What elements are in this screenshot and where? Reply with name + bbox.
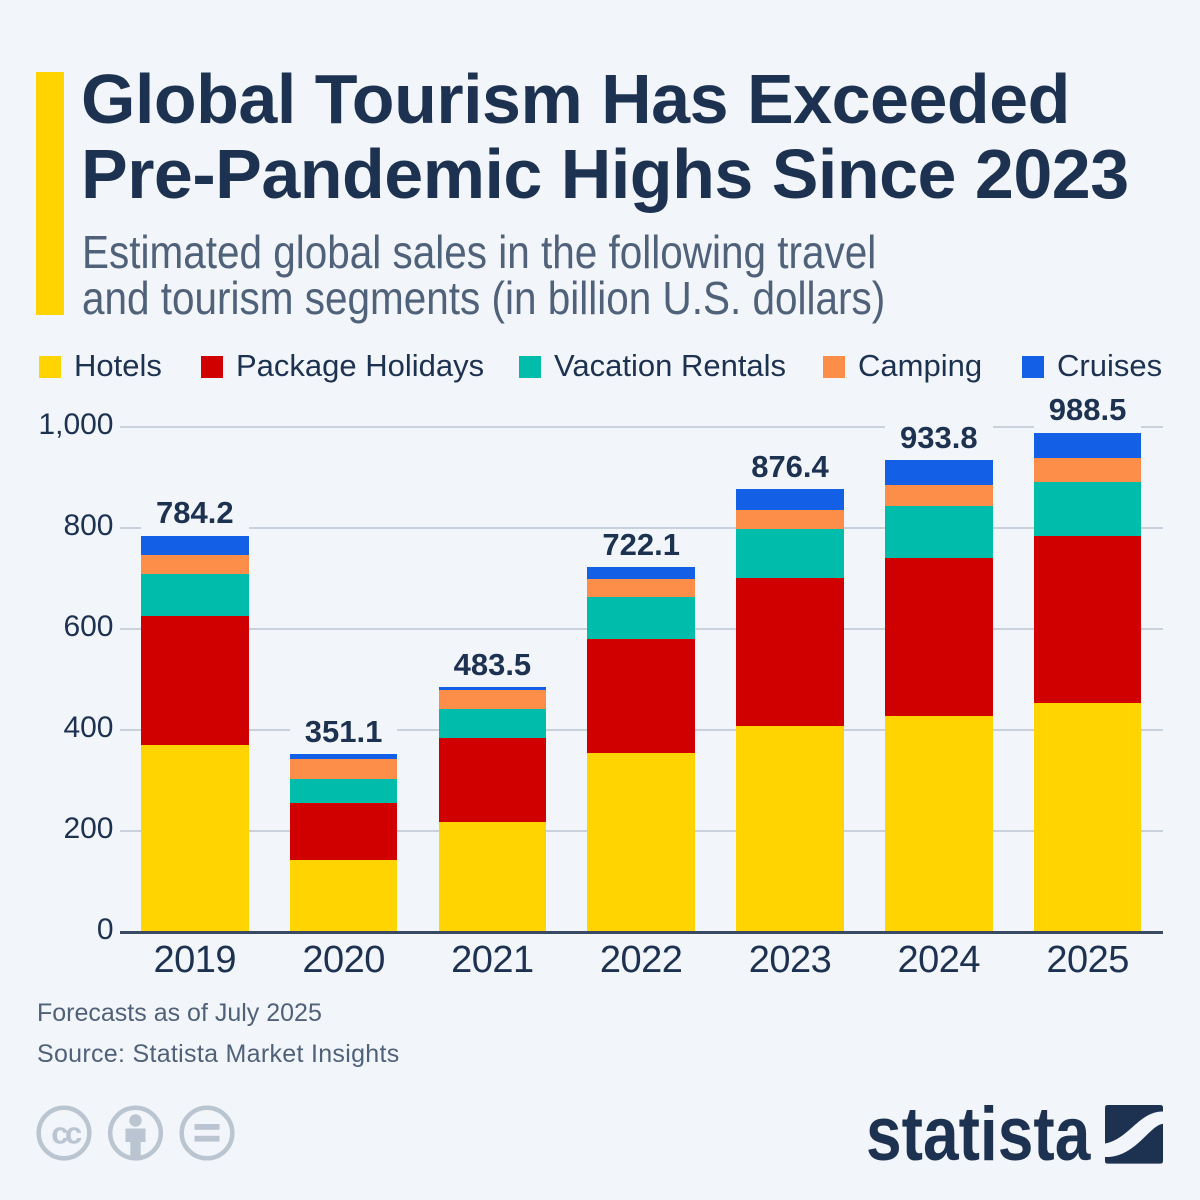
svg-text:cc: cc <box>51 1116 82 1151</box>
